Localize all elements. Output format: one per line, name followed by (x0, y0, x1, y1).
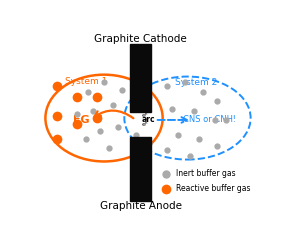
Bar (130, 137, 151, 201)
Text: eⁿ: eⁿ (142, 113, 148, 118)
Text: eⁿ: eⁿ (142, 122, 148, 127)
Bar (130, 45, 151, 112)
Text: Graphite Cathode: Graphite Cathode (94, 34, 187, 44)
Text: arc: arc (142, 115, 155, 124)
Text: System 2: System 2 (175, 78, 218, 87)
Text: Inert buffer gas: Inert buffer gas (176, 169, 236, 178)
Text: Graphite Anode: Graphite Anode (100, 200, 182, 210)
Text: Reactive buffer gas: Reactive buffer gas (176, 184, 251, 193)
Text: CNS or CNHǃ: CNS or CNHǃ (183, 115, 235, 124)
Text: FG: FG (73, 115, 90, 125)
Text: System 1: System 1 (65, 77, 107, 86)
